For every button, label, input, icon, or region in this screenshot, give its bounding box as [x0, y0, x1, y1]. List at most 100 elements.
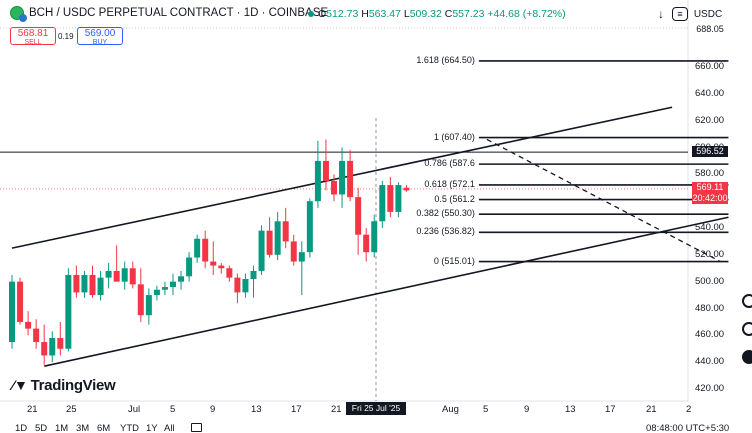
candle-body: [161, 287, 168, 290]
sell-button[interactable]: 568.81 SELL: [10, 27, 56, 46]
candle-body: [33, 328, 40, 343]
candle-body: [178, 276, 185, 282]
high-label: H: [361, 8, 369, 20]
timeframe-5d[interactable]: 5D: [35, 423, 48, 433]
price-tick-label: 620.00: [695, 114, 725, 126]
close-label: C: [444, 8, 453, 20]
timeframe-6m[interactable]: 6M: [97, 423, 111, 433]
candle-body: [266, 230, 273, 255]
price-tick-label: 580.00: [695, 168, 725, 180]
tradingview-logo[interactable]: ⁄▼ TradingView: [12, 376, 116, 394]
candle-body: [331, 181, 337, 195]
price-tick-label: 640.00: [695, 87, 725, 99]
crosshair-date-label: Fri 25 Jul '25: [346, 402, 406, 415]
candle-body: [395, 185, 402, 212]
chart-layout-icon[interactable]: ≡: [672, 7, 688, 21]
object-tree-side-icon[interactable]: [742, 350, 752, 364]
candle-body: [121, 268, 128, 282]
candle-body: [105, 270, 112, 278]
low-value: 509.32: [409, 8, 442, 20]
sell-label: SELL: [24, 39, 42, 46]
time-tick-label: 5: [483, 404, 489, 415]
timeframe-1y[interactable]: 1Y: [146, 423, 158, 433]
timeframe-1d[interactable]: 1D: [15, 423, 28, 433]
drawings: [0, 60, 729, 401]
candle-body: [242, 278, 249, 293]
candle-body: [113, 270, 120, 282]
ohlc-readout: O512.73 H563.47 L509.32 C557.23 +44.68 (…: [318, 8, 566, 20]
time-tick-label: 21: [331, 404, 342, 415]
time-tick-label: 9: [210, 404, 216, 415]
candle-body: [298, 252, 305, 262]
price-tick-label: 660.00: [695, 61, 725, 72]
buy-button[interactable]: 569.00 BUY: [77, 27, 123, 46]
price-tick-label: 480.00: [695, 302, 725, 314]
candle-body: [145, 295, 152, 316]
candle-body: [202, 238, 209, 262]
calendar-icon[interactable]: [191, 423, 202, 432]
candle-body: [41, 342, 48, 356]
candle-body: [274, 221, 281, 255]
candle-body: [73, 274, 80, 293]
candle-body: [218, 265, 225, 269]
time-tick-label: 21: [646, 404, 657, 415]
fib-level-label: 1 (607.40): [433, 131, 475, 142]
time-tick-label: 13: [251, 404, 262, 415]
time-tick-label: 25: [66, 404, 77, 415]
candle-body: [89, 274, 96, 296]
candle-body: [306, 201, 313, 253]
candle-body: [57, 338, 64, 349]
tradingview-mark-icon: ⁄▼: [12, 377, 28, 393]
symbol-title[interactable]: BCH / USDC PERPETUAL CONTRACT · 1D · COI…: [29, 7, 329, 19]
candle-body: [258, 230, 265, 271]
chart-header: BCH / USDC PERPETUAL CONTRACT · 1D · COI…: [0, 0, 752, 26]
candles: [9, 139, 410, 365]
hline-price-tag: 596.52: [692, 146, 728, 157]
price-tick-label: 500.00: [695, 275, 725, 287]
utc-clock[interactable]: 08:48:00 UTC+5:30: [646, 423, 730, 433]
time-tick-label: 9: [524, 404, 530, 415]
bar-countdown: 20:42:00: [692, 193, 728, 203]
last-price-tag: 569.11 20:42:00: [692, 182, 728, 204]
timeframe-all[interactable]: All: [164, 423, 175, 433]
time-tick-label: 13: [565, 404, 576, 415]
fib-level-label: 0.786 (587.6: [424, 158, 475, 169]
download-icon[interactable]: ↓: [658, 7, 664, 21]
candle-body: [210, 261, 217, 266]
candle-body: [9, 281, 15, 343]
change-value: +44.68 (+8.72%): [487, 8, 566, 20]
sell-price: 568.81: [17, 28, 49, 39]
tradingview-logo-text: TradingView: [30, 376, 116, 394]
timeframe-3m[interactable]: 3M: [76, 423, 90, 433]
bch-coin-icon: [10, 6, 27, 22]
settings-side-icon[interactable]: [742, 294, 752, 308]
buy-price: 569.00: [84, 28, 116, 39]
open-value: 512.73: [326, 8, 359, 20]
candle-body: [322, 160, 329, 182]
price-tag-top: 688.05: [692, 24, 728, 35]
candle-body: [153, 289, 160, 296]
fib-level-label: 0.236 (536.82): [416, 226, 475, 237]
fib-level-label: 0.382 (550.30): [416, 208, 475, 219]
time-tick-label: Aug: [442, 404, 459, 415]
time-tick-label: 17: [291, 404, 302, 415]
timeframe-ytd[interactable]: YTD: [120, 423, 139, 433]
candle-body: [250, 270, 257, 279]
candle-body: [170, 281, 176, 288]
timeframe-1m[interactable]: 1M: [55, 423, 69, 433]
fib-level-label: 0.618 (572.1: [424, 178, 475, 189]
buy-label: BUY: [92, 39, 108, 46]
price-tick-label: 420.00: [695, 383, 725, 394]
price-tick-label: 520.00: [695, 248, 725, 260]
candle-body: [194, 238, 201, 258]
candle-body: [129, 268, 136, 285]
candle-body: [355, 197, 362, 235]
currency-selector[interactable]: USDC: [693, 8, 723, 20]
candle-body: [81, 274, 88, 293]
time-tick-label: 2: [686, 404, 692, 415]
alert-side-icon[interactable]: [742, 322, 752, 336]
price-tick-label: 460.00: [695, 329, 725, 341]
candle-body: [186, 257, 193, 277]
candle-body: [49, 338, 56, 356]
